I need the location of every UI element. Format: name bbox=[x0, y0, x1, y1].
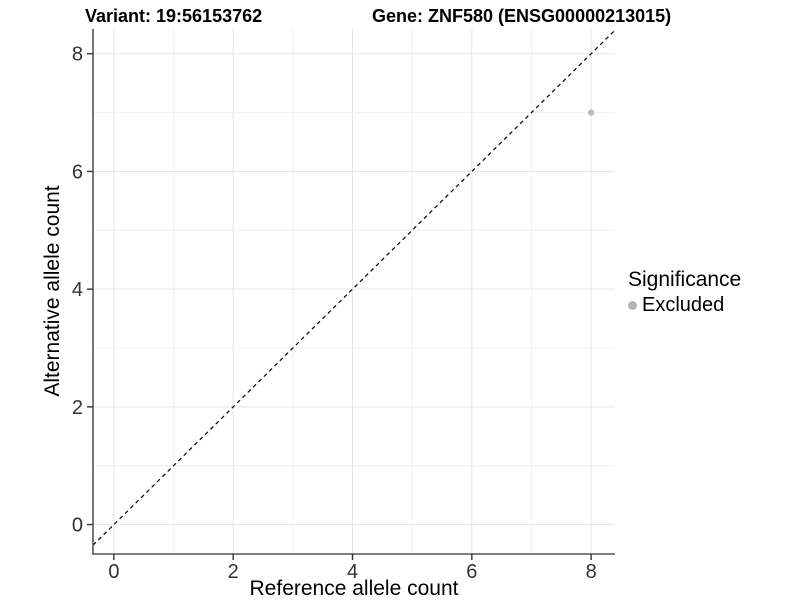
plot-title-variant: Variant: 19:56153762 bbox=[85, 6, 263, 26]
x-tick-label: 2 bbox=[228, 561, 239, 583]
y-tick-label: 6 bbox=[72, 161, 83, 183]
data-point bbox=[587, 109, 595, 116]
plot-title-gene: Gene: ZNF580 (ENSG00000213015) bbox=[372, 6, 672, 26]
x-tick-label: 4 bbox=[347, 561, 358, 583]
y-tick-label: 4 bbox=[72, 279, 83, 301]
legend-item-excluded: Excluded bbox=[628, 294, 741, 317]
y-tick-label: 0 bbox=[72, 515, 83, 537]
x-tick-label: 0 bbox=[108, 561, 119, 583]
legend-title: Significance bbox=[628, 268, 742, 291]
y-axis-title: Alternative allele count bbox=[41, 185, 64, 397]
y-tick-label: 8 bbox=[72, 44, 83, 66]
x-tick-label: 8 bbox=[586, 561, 597, 583]
legend-item-label: Excluded bbox=[642, 294, 725, 316]
legend: Significance Excluded bbox=[628, 268, 741, 317]
x-axis-title: Reference allele count bbox=[249, 577, 459, 600]
identity-dashed-line bbox=[92, 29, 616, 546]
y-tick-label: 2 bbox=[72, 397, 83, 419]
x-tick-label: 6 bbox=[466, 561, 477, 583]
legend-point-icon bbox=[628, 301, 637, 310]
